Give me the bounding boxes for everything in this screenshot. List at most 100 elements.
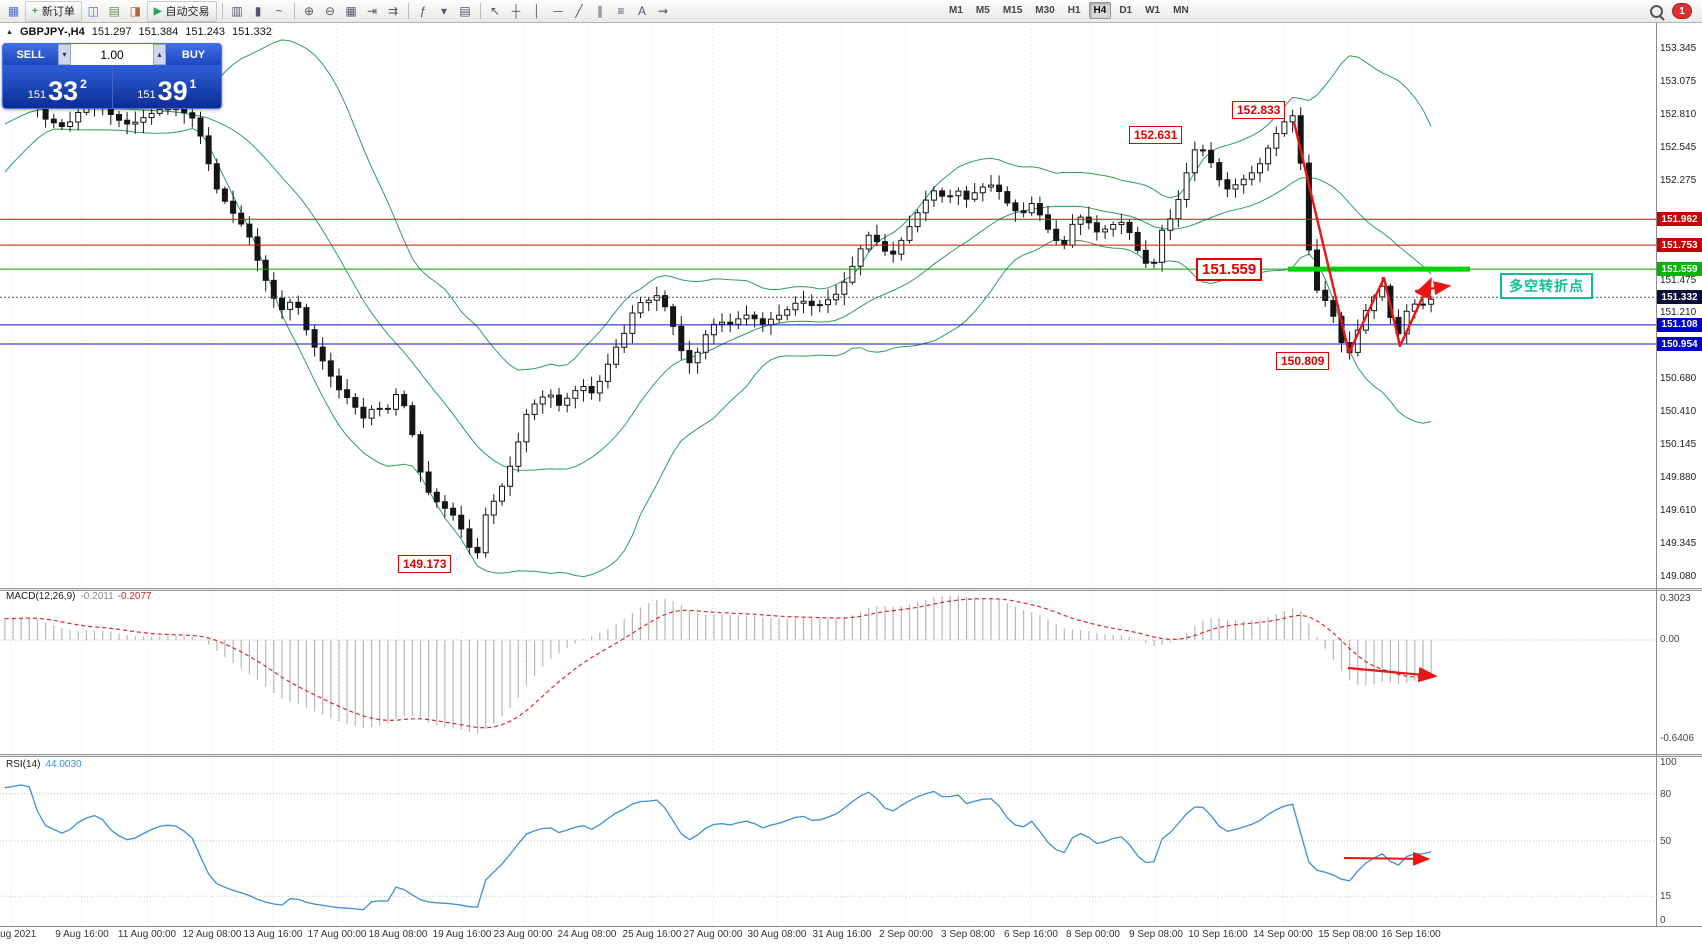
auto-scroll-icon[interactable]: ⇥ [367, 4, 378, 18]
trendline-icon[interactable]: ╱ [575, 4, 583, 18]
macd-pane-splitter[interactable] [0, 588, 1702, 591]
charts-icon[interactable]: ◫ [87, 4, 100, 18]
price-box: 151.559 [1657, 262, 1702, 277]
tile-windows-icon[interactable]: ▦ [345, 4, 357, 18]
terminal-icon[interactable]: ▦ [7, 4, 20, 18]
time-label: 2 Sep 00:00 [879, 929, 933, 940]
text-icon[interactable]: A [638, 4, 647, 18]
indicators-icon[interactable]: ƒ [419, 4, 427, 18]
chart-shift-icon[interactable]: ⇉ [388, 4, 399, 18]
price-annotation[interactable]: 149.173 [398, 555, 452, 573]
time-label: 9 Aug 16:00 [55, 929, 109, 940]
line-chart-icon[interactable]: ~ [275, 4, 283, 18]
time-label: 31 Aug 16:00 [812, 929, 872, 940]
zoom-in-icon[interactable]: ⊕ [304, 4, 315, 18]
time-label: 17 Aug 00:00 [307, 929, 367, 940]
crosshair-icon[interactable]: ┼ [511, 4, 521, 18]
time-label: 6 Aug 2021 [0, 929, 37, 940]
timeframe-m5-button[interactable]: M5 [975, 5, 990, 16]
time-label: 14 Sep 00:00 [1253, 929, 1313, 940]
price-tick: 153.075 [1660, 76, 1697, 88]
cursor-icon[interactable]: ↖ [490, 4, 501, 18]
price-annotation[interactable]: 150.809 [1276, 352, 1330, 370]
trade-panel-prices: 151 33 2 151 39 1 [3, 65, 221, 108]
search-icon[interactable] [1650, 4, 1663, 18]
rsi-pane-splitter[interactable] [0, 754, 1702, 757]
fibonacci-icon[interactable]: ≡ [617, 4, 625, 18]
arrows-icon[interactable]: ⇝ [658, 4, 669, 18]
channel-icon[interactable]: ∥ [597, 4, 604, 18]
bar-chart-icon[interactable]: ▥ [231, 4, 243, 18]
ohlc-low: 151.243 [185, 26, 226, 38]
auto-trading-button[interactable]: ▶ 自动交易 [146, 0, 217, 22]
toolbar-separator [293, 3, 295, 19]
periods-icon[interactable]: ▾ [441, 4, 448, 18]
time-label: 27 Aug 00:00 [683, 929, 743, 940]
time-label: 12 Aug 08:00 [182, 929, 242, 940]
sell-price-big: 33 [48, 76, 79, 106]
price-tick: 152.275 [1660, 175, 1697, 187]
zoom-out-icon[interactable]: ⊖ [325, 4, 336, 18]
price-tick: 152.810 [1660, 109, 1697, 121]
one-click-trading-panel: SELL ▾ ▴ BUY 151 33 2 151 39 1 [2, 43, 222, 109]
symbol-bar: ▲ GBPJPY-,H4 151.297 151.384 151.243 151… [6, 26, 272, 38]
profiles-icon[interactable]: ▤ [108, 4, 121, 18]
timeframe-d1-button[interactable]: D1 [1119, 5, 1133, 16]
timeframe-w1-button[interactable]: W1 [1145, 5, 1161, 16]
time-label: 11 Aug 00:00 [117, 929, 177, 940]
price-box: 151.753 [1657, 238, 1702, 253]
toolbar-separator [221, 3, 223, 19]
notification-badge[interactable]: 1 [1672, 3, 1692, 19]
sell-price-prefix: 151 [27, 89, 47, 101]
timeframe-h1-button[interactable]: H1 [1067, 5, 1081, 16]
price-tick: 150.410 [1660, 406, 1697, 418]
ohlc-close: 151.332 [232, 26, 272, 38]
rsi-axis-label: 15 [1660, 891, 1672, 903]
buy-price-sup: 1 [189, 77, 197, 91]
time-label: 19 Aug 16:00 [432, 929, 492, 940]
new-order-button[interactable]: + 新订单 [25, 0, 82, 22]
timeframe-m1-button[interactable]: M1 [949, 5, 963, 16]
price-annotation[interactable]: 151.559 [1196, 258, 1263, 281]
time-label: 18 Aug 08:00 [368, 929, 428, 940]
vertical-line-icon[interactable]: │ [533, 4, 541, 18]
price-annotation[interactable]: 152.833 [1232, 101, 1286, 119]
toolbar-separator [479, 3, 481, 19]
candle-chart-icon[interactable]: ▮ [254, 4, 262, 18]
price-annotation[interactable]: 152.631 [1129, 126, 1183, 144]
price-tick: 151.475 [1660, 274, 1697, 286]
timeframe-h4-button[interactable]: H4 [1088, 2, 1112, 19]
sell-price-sup: 2 [80, 77, 87, 91]
sell-button[interactable]: SELL [3, 44, 58, 65]
horizontal-line-icon[interactable]: ─ [553, 4, 563, 18]
volume-input[interactable] [71, 44, 153, 65]
buy-price-big: 39 [157, 76, 188, 106]
volume-down-button[interactable]: ▾ [58, 44, 71, 65]
toolbar-separator [407, 3, 409, 19]
time-label: 13 Aug 16:00 [243, 929, 303, 940]
time-label: 30 Aug 08:00 [747, 929, 807, 940]
price-tick: 150.680 [1660, 372, 1697, 384]
buy-button[interactable]: BUY [166, 44, 221, 65]
price-box: 150.954 [1657, 337, 1702, 351]
timeframe-m30-button[interactable]: M30 [1035, 5, 1055, 16]
volume-up-button[interactable]: ▴ [153, 44, 166, 65]
time-label: 25 Aug 16:00 [622, 929, 682, 940]
price-tick: 149.345 [1660, 538, 1697, 550]
new-order-icon: + [32, 5, 38, 17]
time-axis-line [0, 926, 1702, 927]
price-tick: 149.880 [1660, 471, 1697, 483]
buy-price-prefix: 151 [137, 89, 156, 101]
collapse-triangle-icon[interactable]: ▲ [6, 28, 13, 36]
ohlc-high: 151.384 [138, 26, 179, 38]
auto-trading-label: 自动交易 [165, 6, 210, 18]
timeframe-m15-button[interactable]: M15 [1002, 5, 1023, 16]
note-label[interactable]: 多空转折点 [1500, 273, 1593, 299]
ohlc-open: 151.297 [91, 26, 132, 38]
time-label: 24 Aug 08:00 [557, 929, 617, 940]
timeframe-mn-button[interactable]: MN [1173, 5, 1189, 16]
market-watch-icon[interactable]: ◨ [129, 4, 142, 18]
templates-icon[interactable]: ▤ [459, 4, 471, 18]
